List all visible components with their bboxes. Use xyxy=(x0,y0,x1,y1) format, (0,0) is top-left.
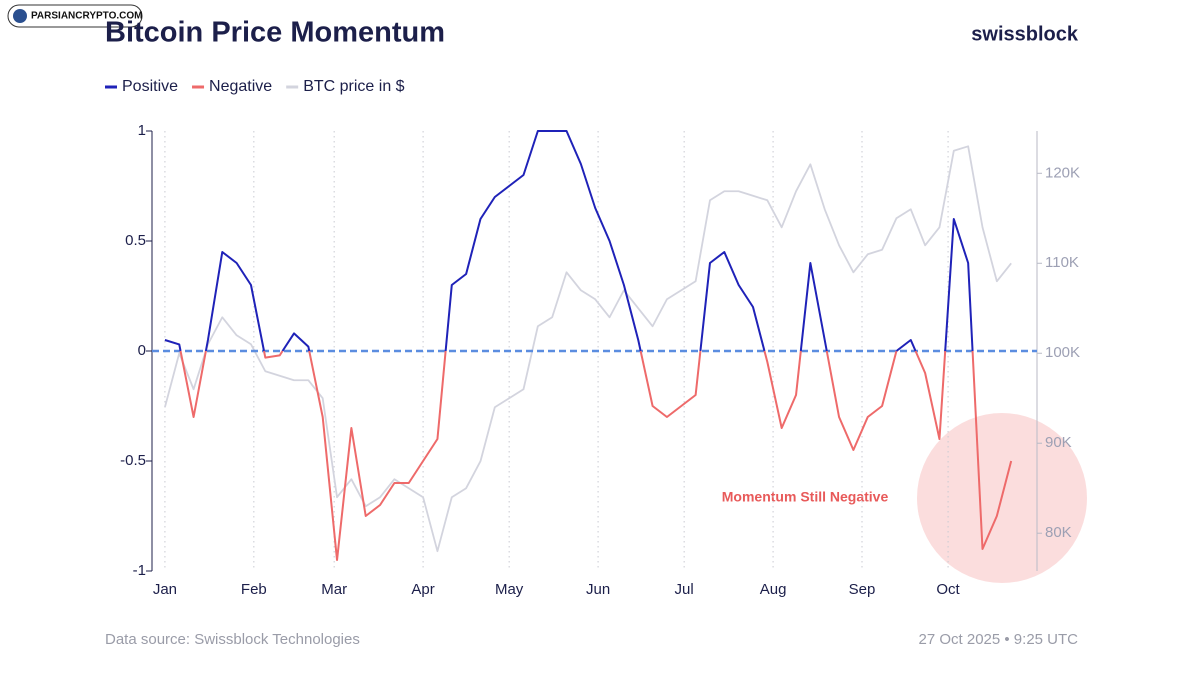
y2-tick-label: 110K xyxy=(1045,254,1079,271)
y2-tick-label: 90K xyxy=(1045,434,1072,451)
momentum-positive xyxy=(164,339,182,352)
x-tick-label: Mar xyxy=(321,581,347,598)
momentum-negative xyxy=(639,350,702,418)
y-tick-label: -1 xyxy=(133,562,146,579)
momentum-negative xyxy=(914,350,947,440)
annotation: Momentum Still Negative xyxy=(722,489,889,505)
legend: Positive Negative BTC price in $ xyxy=(105,78,405,95)
x-tick-label: Sep xyxy=(849,581,876,598)
y2-tick-label: 100K xyxy=(1045,344,1080,361)
momentum-negative xyxy=(971,350,1013,550)
y2-tick-label: 120K xyxy=(1045,164,1080,181)
momentum-negative xyxy=(763,350,802,429)
price-line xyxy=(164,145,1012,553)
momentum-negative xyxy=(825,350,898,451)
momentum-positive xyxy=(895,339,917,352)
x-tick-label: Oct xyxy=(936,581,960,598)
x-tick-label: Aug xyxy=(760,581,787,598)
source: Data source: Swissblock Technologies xyxy=(105,631,360,648)
momentum-positive xyxy=(699,251,766,352)
x-tick-label: May xyxy=(495,581,524,598)
y-tick-label: 0 xyxy=(138,342,146,359)
momentum-negative xyxy=(308,350,447,561)
y-tick-label: -0.5 xyxy=(120,452,146,469)
watermark-box xyxy=(7,4,143,28)
x-tick-label: Apr xyxy=(411,581,434,598)
momentum-negative xyxy=(263,350,284,359)
x-tick-label: Jun xyxy=(586,581,610,598)
x-tick-label: Feb xyxy=(241,581,267,598)
timestamp: 27 Oct 2025 • 9:25 UTC xyxy=(919,631,1079,648)
legend-label: Positive xyxy=(122,78,178,95)
momentum-positive xyxy=(444,130,642,352)
brand: swissblock xyxy=(971,23,1079,45)
y-tick-label: 0.5 xyxy=(125,232,146,249)
momentum-positive xyxy=(281,332,311,352)
momentum-positive xyxy=(204,251,265,352)
watermark-icon xyxy=(13,9,27,23)
legend-label: Negative xyxy=(209,78,272,95)
momentum-negative xyxy=(179,350,207,418)
x-tick-label: Jul xyxy=(675,581,694,598)
y2-tick-label: 80K xyxy=(1045,524,1072,541)
y-tick-label: 1 xyxy=(138,122,146,139)
momentum-positive xyxy=(799,262,828,352)
x-tick-label: Jan xyxy=(153,581,177,598)
legend-label: BTC price in $ xyxy=(303,78,404,95)
watermark: PARSIANCRYPTO.COM xyxy=(31,11,143,22)
momentum-positive xyxy=(944,218,974,352)
chart-title: Bitcoin Price Momentum xyxy=(105,17,445,49)
